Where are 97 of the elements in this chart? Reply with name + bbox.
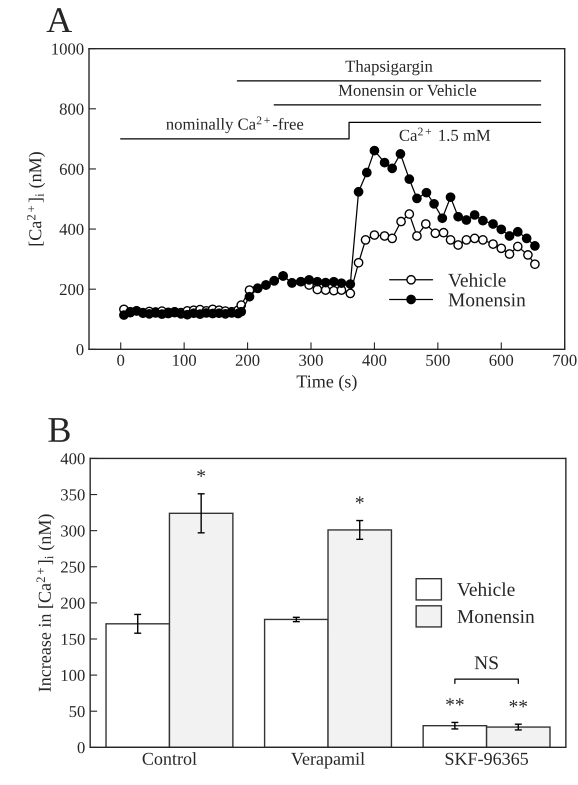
point [478, 235, 488, 245]
x-tick-label: SKF-96365 [446, 752, 528, 765]
point [396, 149, 406, 159]
x-tick-label: 0 [117, 354, 124, 366]
point [522, 234, 532, 244]
point [504, 249, 514, 259]
point [380, 158, 390, 168]
point [512, 226, 523, 237]
chart-title: B [48, 418, 70, 442]
y-tick-label: 0 [76, 344, 84, 356]
legend-label: Monensin [458, 610, 534, 624]
x-tick-label: 300 [299, 354, 323, 366]
point [360, 235, 370, 245]
y-tick-label: 100 [62, 670, 85, 682]
y-axis-title: [Ca$^{2+}$]$_{i}$ (nM) [27, 152, 46, 246]
point [478, 216, 488, 226]
point [488, 219, 498, 229]
annotation: nominally Ca$^{2+}$-free [166, 116, 304, 134]
point [328, 276, 339, 287]
y-axis-title: Increase in [Ca$^{2+}$]$_{i}$ (nM) [36, 514, 55, 692]
point [380, 231, 390, 241]
legend-label: Vehicle [457, 582, 515, 596]
legend-label: Vehicle [448, 273, 506, 287]
point [437, 213, 448, 224]
point [387, 234, 398, 244]
point [345, 288, 356, 298]
point [312, 276, 322, 287]
y-tick-label: 300 [61, 525, 85, 537]
annotation: * [356, 496, 364, 504]
x-tick-label: 500 [426, 354, 450, 366]
point [438, 228, 448, 238]
y-tick-label: 150 [62, 634, 85, 645]
point [446, 192, 456, 202]
y-tick-label: 400 [59, 224, 84, 236]
annotation: Thapsigargin [345, 60, 433, 76]
point [404, 174, 414, 184]
y-tick-label: 800 [60, 104, 84, 115]
point [523, 250, 533, 260]
point [345, 279, 356, 289]
point [370, 146, 380, 156]
chart-title: A [46, 8, 72, 32]
point [470, 234, 480, 244]
point [420, 219, 431, 229]
point [429, 198, 439, 209]
point [453, 240, 464, 250]
point [354, 186, 364, 197]
y-tick-label: 0 [78, 742, 85, 754]
legend-label: Monensin [448, 293, 526, 306]
point [530, 241, 540, 251]
x-tick-label: 700 [553, 354, 577, 366]
point [453, 212, 464, 222]
point [320, 278, 330, 288]
x-tick-label: 400 [362, 354, 386, 366]
annotation: Ca$^{2+}$ 1.5 mM [400, 128, 490, 141]
x-tick-label: Verapamil [291, 752, 365, 769]
y-tick-label: 250 [61, 561, 85, 573]
point [430, 228, 440, 238]
annotation: Monensin or Vehicle [338, 84, 476, 96]
point [244, 292, 254, 302]
point [412, 194, 422, 204]
y-tick-label: 200 [60, 284, 84, 296]
y-tick-label: 400 [60, 453, 85, 464]
point [404, 209, 414, 219]
point [496, 243, 506, 254]
point [488, 239, 498, 249]
point [504, 231, 514, 241]
point [422, 188, 432, 198]
point [396, 216, 406, 226]
annotation: ** [446, 698, 464, 706]
point [387, 163, 398, 174]
y-tick-label: 50 [70, 706, 85, 718]
annotation: NS [474, 656, 498, 670]
point [304, 275, 314, 285]
annotation: ** [510, 700, 528, 708]
point [446, 235, 456, 245]
y-tick-label: 1000 [52, 43, 84, 55]
point [512, 242, 523, 252]
x-axis-title: Time (s) [296, 374, 357, 392]
y-tick-label: 350 [61, 489, 85, 500]
y-tick-label: 200 [61, 598, 85, 609]
x-tick-label: 600 [489, 354, 514, 366]
point [362, 168, 372, 178]
point [236, 306, 246, 317]
y-tick-label: 600 [60, 164, 84, 175]
x-tick-label: Control [142, 752, 197, 765]
point [370, 230, 380, 240]
point [462, 215, 472, 225]
point [470, 210, 480, 220]
point [336, 278, 346, 288]
x-tick-label: 200 [236, 354, 260, 366]
point [496, 224, 506, 234]
point [354, 258, 364, 268]
x-tick-label: 100 [173, 354, 196, 366]
point [412, 231, 422, 241]
annotation: * [197, 470, 206, 477]
point [530, 259, 540, 270]
point [462, 235, 472, 245]
